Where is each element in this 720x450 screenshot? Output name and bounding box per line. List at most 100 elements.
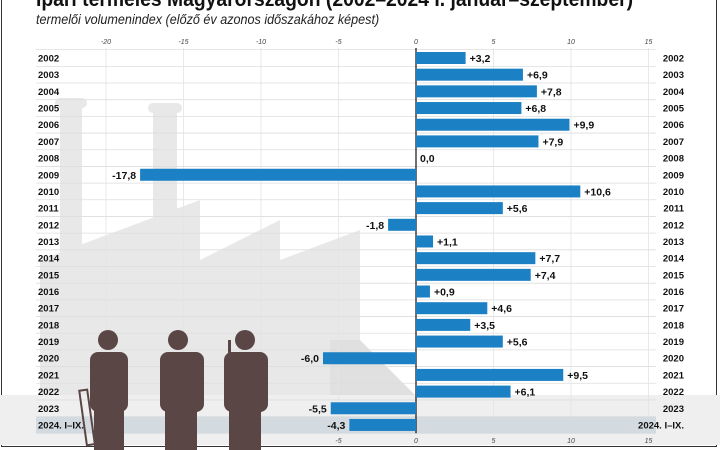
year-label-left: 2014 [38,254,60,265]
year-label-left: 2015 [38,270,60,281]
value-label: +9,9 [573,120,594,132]
year-label-left: 2021 [38,370,60,381]
value-label: +5,6 [507,337,528,349]
year-label-right: 2022 [663,387,684,398]
year-label-right: 2015 [663,270,685,281]
year-label-left: 2004 [38,87,60,98]
value-label: -17,8 [112,170,136,182]
value-label: +7,8 [541,86,562,98]
year-label-left: 2012 [38,220,59,231]
year-label-right: 2020 [663,354,684,365]
value-label: +7,7 [539,253,560,265]
bar-2022 [416,385,511,398]
value-label: -5,5 [309,403,327,415]
workers-silhouette [78,330,268,450]
bars: +3,2 +6,9 +7,8 +6,8 +9,9 +7,9 0,0 -17,8 +10,6 +5,… [112,52,611,432]
year-label-left: 2006 [38,120,59,131]
highlight-row [36,416,656,434]
year-label-left: 2024. I–IX. [38,420,84,431]
year-label-right: 2009 [663,170,684,181]
value-label: -1,8 [366,220,384,232]
top-tick-label: 10 [567,39,575,46]
bar-2024. I–IX. [349,418,416,431]
year-label-right: 2004 [663,87,685,98]
bar-2016 [416,285,430,298]
year-label-right: 2018 [663,320,684,331]
value-label: +3,2 [470,53,491,65]
axis-ticks: -20 -15 -10 -5 0 5 10 15 -5 0 5 10 15 [101,39,653,445]
value-label: +4,6 [491,303,512,315]
top-tick-label: 5 [492,39,496,46]
bottom-tick-label: 10 [567,438,575,445]
bar-2015 [416,268,531,281]
chart-title: Ipari termelés Magyarországon (2002–2024… [36,0,633,12]
year-label-left: 2022 [38,387,59,398]
value-label: +0,9 [434,287,455,299]
bar-2023 [330,402,416,415]
bottom-tick-label: -5 [335,438,341,445]
value-label: +6,9 [527,70,548,82]
year-label-left: 2003 [38,70,59,81]
bar-2009 [140,168,416,181]
year-label-left: 2005 [38,104,60,115]
bar-2020 [323,352,416,365]
year-label-right: 2011 [663,204,684,215]
year-label-right: 2005 [663,104,685,115]
value-label: +7,9 [542,136,563,148]
chart-subtitle: termelői volumenindex (előző év azonos i… [36,11,380,27]
year-label-right: 2002 [663,54,684,65]
year-label-right: 2017 [663,304,684,315]
value-label: +6,8 [525,103,546,115]
year-label-left: 2016 [38,287,59,298]
year-label-left: 2023 [38,404,59,415]
year-label-right: 2013 [663,237,684,248]
year-label-right: 2007 [663,137,684,148]
year-labels: 2002 2002 2003 2003 2004 2004 2005 2005 2006 2006… [38,54,685,432]
year-label-left: 2011 [38,204,59,215]
year-label-right: 2010 [663,187,684,198]
year-label-right: 2008 [663,154,684,165]
year-label-left: 2010 [38,187,59,198]
top-tick-label: 15 [645,39,653,46]
year-label-left: 2020 [38,354,59,365]
value-label: -6,0 [301,353,319,365]
value-label: +10,6 [584,186,611,198]
bar-2013 [416,235,434,248]
bar-2018 [416,318,471,331]
year-label-left: 2002 [38,54,59,65]
top-tick-label: -10 [256,39,266,46]
value-label: +9,5 [567,370,588,382]
year-label-left: 2017 [38,304,59,315]
bar-2011 [416,202,503,215]
bottom-tick-label: 0 [414,438,418,445]
worker-1 [78,330,128,450]
year-label-right: 2024. I–IX. [638,420,684,431]
bottom-tick-label: 5 [492,438,496,445]
bar-2005 [416,102,522,115]
bar-2007 [416,135,539,148]
bar-2014 [416,252,536,265]
year-label-left: 2009 [38,170,59,181]
bar-2002 [416,52,466,64]
bar-2012 [388,218,416,231]
bar-2010 [416,185,581,198]
value-label: 0,0 [420,153,435,165]
year-label-left: 2019 [38,337,59,348]
value-label: +6,1 [515,387,536,399]
year-label-left: 2008 [38,154,59,165]
bar-2006 [416,118,570,131]
year-label-right: 2006 [663,120,684,131]
year-label-right: 2021 [663,370,685,381]
year-label-left: 2018 [38,320,59,331]
year-label-right: 2016 [663,287,684,298]
bar-2021 [416,368,564,381]
year-label-right: 2023 [663,404,684,415]
value-label: -4,3 [327,420,345,432]
value-label: +7,4 [535,270,556,282]
top-tick-label: -5 [335,39,341,46]
year-label-right: 2019 [663,337,684,348]
value-label: +5,6 [507,203,528,215]
bar-2004 [416,85,537,98]
year-label-left: 2007 [38,137,59,148]
